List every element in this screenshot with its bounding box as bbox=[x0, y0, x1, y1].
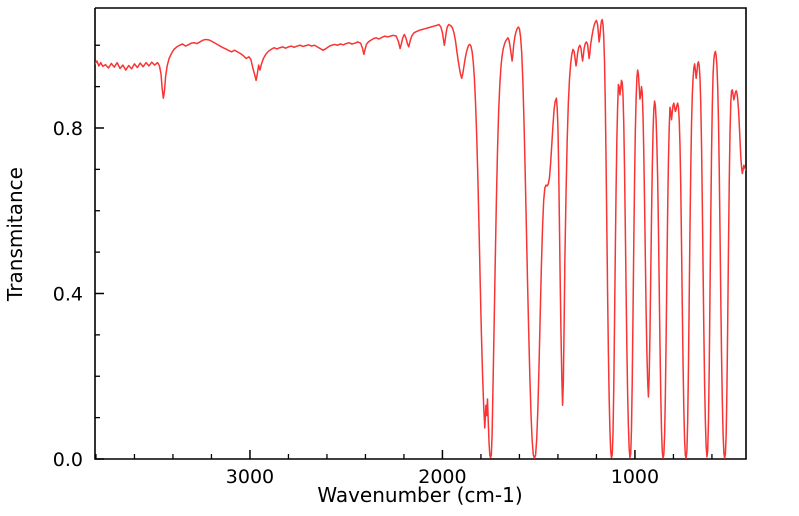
y-axis-title: Transmitance bbox=[3, 167, 27, 302]
x-tick-label: 2000 bbox=[418, 466, 466, 488]
x-axis-tick-labels: 3000 2000 1000 bbox=[226, 466, 659, 488]
x-tick-label: 1000 bbox=[611, 466, 659, 488]
axes-group: 3000 2000 1000 0.0 0.4 0.8 bbox=[53, 7, 747, 488]
axis-frame bbox=[94, 7, 747, 460]
x-axis-title: Wavenumber (cm-1) bbox=[317, 483, 522, 507]
y-tick-label: 0.4 bbox=[53, 283, 83, 305]
x-tick-label: 3000 bbox=[226, 466, 274, 488]
spectrum-trace bbox=[95, 18, 746, 459]
x-axis-ticks bbox=[95, 450, 713, 459]
y-tick-label: 0.0 bbox=[53, 449, 83, 471]
y-axis-tick-labels: 0.0 0.4 0.8 bbox=[53, 118, 83, 471]
y-tick-label: 0.8 bbox=[53, 118, 83, 140]
y-axis-ticks bbox=[95, 44, 104, 460]
